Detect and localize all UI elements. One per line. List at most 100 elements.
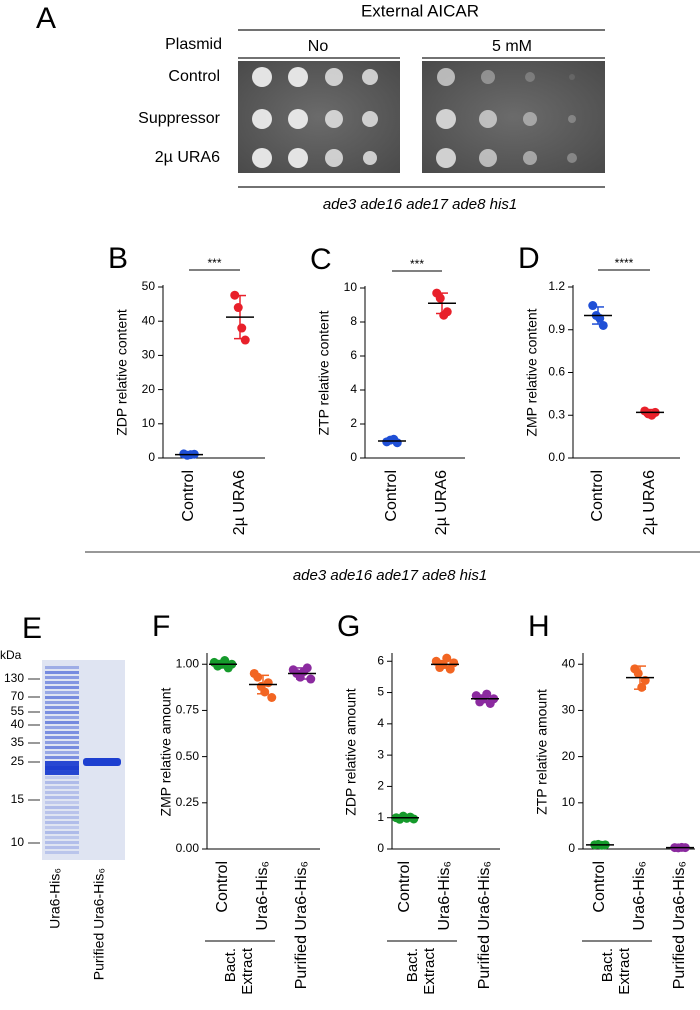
band: [45, 846, 79, 849]
colony: [288, 148, 308, 168]
dot: [482, 689, 492, 699]
bracket-label: Extract: [616, 947, 633, 995]
row-header: Plasmid: [165, 36, 222, 53]
band: [45, 671, 79, 674]
marker-label: 10: [11, 835, 25, 849]
colony: [437, 68, 455, 86]
y-axis-label: ZMP relative amount: [158, 687, 174, 816]
y-tick-label: 10: [142, 416, 156, 430]
band: [45, 686, 79, 689]
colony: [567, 153, 577, 163]
dot: [409, 814, 419, 824]
band: [45, 731, 79, 734]
panel-letter: E: [22, 612, 42, 645]
strain-label: Suppressor: [138, 110, 220, 127]
dot: [263, 678, 273, 688]
marker-label: 25: [11, 754, 25, 768]
band: [45, 746, 79, 749]
band: [45, 796, 79, 799]
colony: [325, 110, 343, 128]
x-tick-label: Control: [180, 470, 197, 522]
y-tick-label: 1: [377, 810, 384, 824]
significance: ***: [207, 256, 221, 270]
genotype: ade3 ade16 ade17 ade8 his1: [323, 196, 517, 213]
y-axis-label: ZDP relative amount: [343, 688, 359, 815]
bracket-label: Extract: [421, 947, 438, 995]
band: [45, 751, 79, 754]
y-tick-label: 4: [377, 716, 384, 730]
y-tick-label: 5: [377, 685, 384, 699]
panel-letter: A: [36, 2, 56, 35]
band: [45, 766, 79, 775]
band: [45, 696, 79, 699]
dot: [306, 674, 316, 684]
band: [45, 761, 79, 770]
dot: [435, 293, 445, 303]
x-tick-label: Control: [383, 470, 400, 522]
y-tick-label: 8: [350, 314, 357, 328]
band: [45, 841, 79, 844]
band: [45, 721, 79, 724]
panel-letter: D: [518, 242, 540, 275]
y-tick-label: 0.50: [176, 749, 200, 763]
bracket-label: Bact.: [404, 948, 421, 982]
x-tick-label: 2µ URA6: [433, 470, 450, 535]
x-tick-label: Ura6-His₆: [254, 861, 271, 931]
x-tick-label: 2µ URA6: [641, 470, 658, 535]
y-tick-label: 40: [562, 656, 576, 670]
band: [45, 811, 79, 814]
band: [45, 681, 79, 684]
colony: [436, 148, 456, 168]
dot: [588, 301, 598, 311]
y-tick-label: 0.0: [548, 450, 565, 464]
colony: [479, 149, 497, 167]
colony: [436, 109, 456, 129]
dot: [237, 323, 247, 333]
band: [45, 821, 79, 824]
y-tick-label: 10: [562, 795, 576, 809]
lane-label: Purified Ura6-His₆: [91, 868, 107, 980]
x-tick-label: Control: [214, 861, 231, 913]
band: [45, 741, 79, 744]
significance: ****: [615, 256, 634, 270]
colony: [325, 149, 343, 167]
dot: [267, 692, 277, 702]
panel-title: External AICAR: [361, 1, 479, 20]
significance: ***: [410, 257, 424, 271]
lane-label: Ura6-His₆: [47, 868, 63, 929]
y-tick-label: 0: [568, 841, 575, 855]
y-tick-label: 20: [562, 749, 576, 763]
colony: [479, 110, 497, 128]
bracket-label: Extract: [239, 947, 256, 995]
band: [83, 758, 121, 766]
genotype: ade3 ade16 ade17 ade8 his1: [293, 567, 487, 584]
y-tick-label: 30: [562, 703, 576, 717]
y-tick-label: 0.75: [176, 703, 200, 717]
y-tick-label: 0.3: [548, 407, 565, 421]
band: [45, 706, 79, 709]
band: [45, 801, 79, 804]
band: [45, 786, 79, 789]
band: [45, 791, 79, 794]
y-tick-label: 0.6: [548, 365, 565, 379]
dot: [253, 672, 263, 682]
y-axis-label: ZMP relative content: [524, 308, 540, 436]
strain-label: Control: [168, 68, 220, 85]
dot: [302, 663, 312, 673]
x-tick-label: Control: [396, 861, 413, 913]
colony: [362, 111, 378, 127]
colony: [288, 109, 308, 129]
y-tick-label: 2: [350, 416, 357, 430]
panel-letter: G: [337, 610, 360, 643]
band: [45, 781, 79, 784]
y-axis-label: ZDP relative content: [114, 309, 130, 436]
marker-label: 15: [11, 792, 25, 806]
colony: [525, 72, 535, 82]
y-tick-label: 40: [142, 313, 156, 327]
x-tick-label: Purified Ura6-His₆: [293, 861, 310, 989]
band: [45, 851, 79, 854]
y-tick-label: 20: [142, 382, 156, 396]
condition: No: [308, 38, 329, 55]
band: [45, 711, 79, 714]
